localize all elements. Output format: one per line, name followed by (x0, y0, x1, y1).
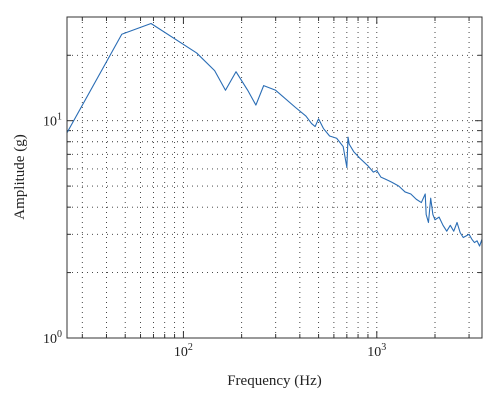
series-line (66, 22, 483, 247)
y-tick-label: 100 (43, 329, 62, 347)
x-tick-label: 102 (174, 342, 193, 360)
x-tick-labels: 102 103 (174, 342, 386, 360)
y-tick-label: 101 (43, 112, 62, 130)
grid-layer (67, 17, 482, 338)
y-tick-labels: 100 101 (43, 112, 62, 347)
series-layer (66, 22, 483, 247)
x-tick-label: 103 (367, 342, 386, 360)
y-axis-label: Amplitude (g) (12, 134, 28, 219)
x-axis-label: Frequency (Hz) (227, 373, 322, 389)
plot-frame (66, 16, 483, 339)
tick-marks (67, 17, 482, 338)
